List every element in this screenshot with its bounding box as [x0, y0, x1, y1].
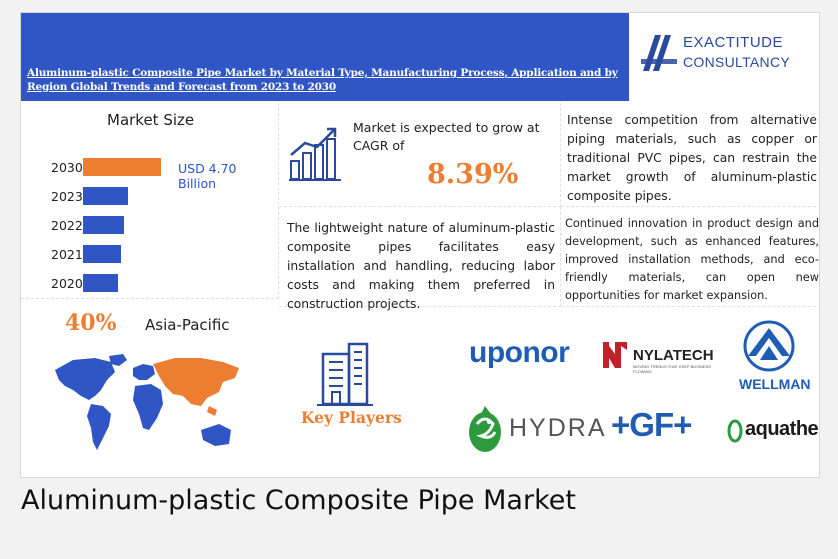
- header-band: Aluminum-plastic Composite Pipe Market b…: [21, 13, 629, 101]
- aquatherm-drop-icon: [727, 419, 743, 443]
- opportunity-text: Continued innovation in product design a…: [565, 217, 819, 302]
- region-name: Asia-Pacific: [145, 316, 230, 334]
- region-panel: 40% Asia-Pacific: [21, 300, 279, 477]
- exactitude-logo-icon: [641, 35, 677, 71]
- uponor-logo: uponor: [469, 336, 570, 369]
- aquatherm-wordmark: aquatherm: [745, 418, 819, 440]
- cagr-value: 8.39%: [427, 159, 519, 190]
- infographic-card: Aluminum-plastic Composite Pipe Market b…: [20, 12, 820, 478]
- nylatech-tagline: MOVING TRENDS THAT KEEP BUSINESS FLOWING: [633, 364, 711, 374]
- cagr-description: Market is expected to grow at CAGR of: [353, 120, 540, 153]
- hydra-wordmark: HYDRA: [509, 414, 607, 442]
- header: Aluminum-plastic Composite Pipe Market b…: [21, 13, 819, 101]
- wellman-mark-icon: [743, 320, 795, 372]
- bar-2021: [83, 245, 121, 263]
- bar-2030: [83, 158, 161, 176]
- bar-year-label: 2022: [51, 218, 83, 233]
- key-players-label: Key Players: [301, 408, 402, 427]
- bar-row-2021: 2021: [21, 245, 261, 265]
- nylatech-mark-icon: [603, 342, 627, 368]
- bar-row-2022: 2022: [21, 216, 261, 236]
- driver-panel: The lightweight nature of aluminum-plast…: [279, 207, 561, 311]
- wellman-wordmark: WELLMAN: [739, 376, 811, 392]
- hydra-logo: HYDRA: [467, 404, 605, 459]
- driver-text: The lightweight nature of aluminum-plast…: [287, 221, 555, 311]
- opportunity-panel: Continued innovation in product design a…: [561, 207, 819, 307]
- market-size-panel: Market Size 2030 2023 2022 2021 2020 USD 4.7…: [21, 103, 279, 299]
- bar-year-label: 2021: [51, 247, 83, 262]
- restraint-panel: Intense competition from alternative pip…: [561, 103, 819, 207]
- key-players-panel: Key Players uponor NYLATECH MOVING TREND…: [279, 308, 819, 477]
- bar-2023: [83, 187, 128, 205]
- bar-year-label: 2030: [51, 160, 83, 175]
- gf-logo: +GF+: [611, 406, 692, 443]
- growth-chart-icon: [289, 127, 341, 181]
- market-size-title: Market Size: [107, 111, 195, 129]
- hydra-mark-icon: [469, 406, 501, 452]
- bar-2020: [83, 274, 118, 292]
- bar-year-label: 2020: [51, 276, 83, 291]
- cagr-panel: Market is expected to grow at CAGR of 8.…: [279, 103, 561, 207]
- bar-row-2023: 2023: [21, 187, 261, 207]
- bar-year-label: 2023: [51, 189, 83, 204]
- restraint-text: Intense competition from alternative pip…: [567, 113, 817, 203]
- bar-2022: [83, 216, 124, 234]
- wellman-logo: WELLMAN: [734, 320, 814, 398]
- bar-row-2030: 2030: [21, 158, 261, 178]
- building-icon: [317, 342, 373, 406]
- exactitude-logo: EXACTITUDE CONSULTANCY: [633, 27, 809, 83]
- nylatech-wordmark: NYLATECH: [633, 347, 714, 364]
- logo-text-line2: CONSULTANCY: [683, 54, 791, 70]
- aquatherm-logo: aquatherm: [727, 418, 819, 449]
- report-title: Aluminum-plastic Composite Pipe Market b…: [27, 67, 618, 93]
- logo-text-line1: EXACTITUDE: [683, 34, 784, 51]
- bar-row-2020: 2020: [21, 274, 261, 294]
- market-size-value: USD 4.70 Billion: [178, 161, 237, 191]
- world-map-icon: [55, 354, 239, 450]
- nylatech-logo: NYLATECH MOVING TRENDS THAT KEEP BUSINES…: [601, 340, 714, 375]
- image-caption: Aluminum-plastic Composite Pipe Market: [21, 485, 576, 516]
- region-share: 40%: [65, 310, 117, 336]
